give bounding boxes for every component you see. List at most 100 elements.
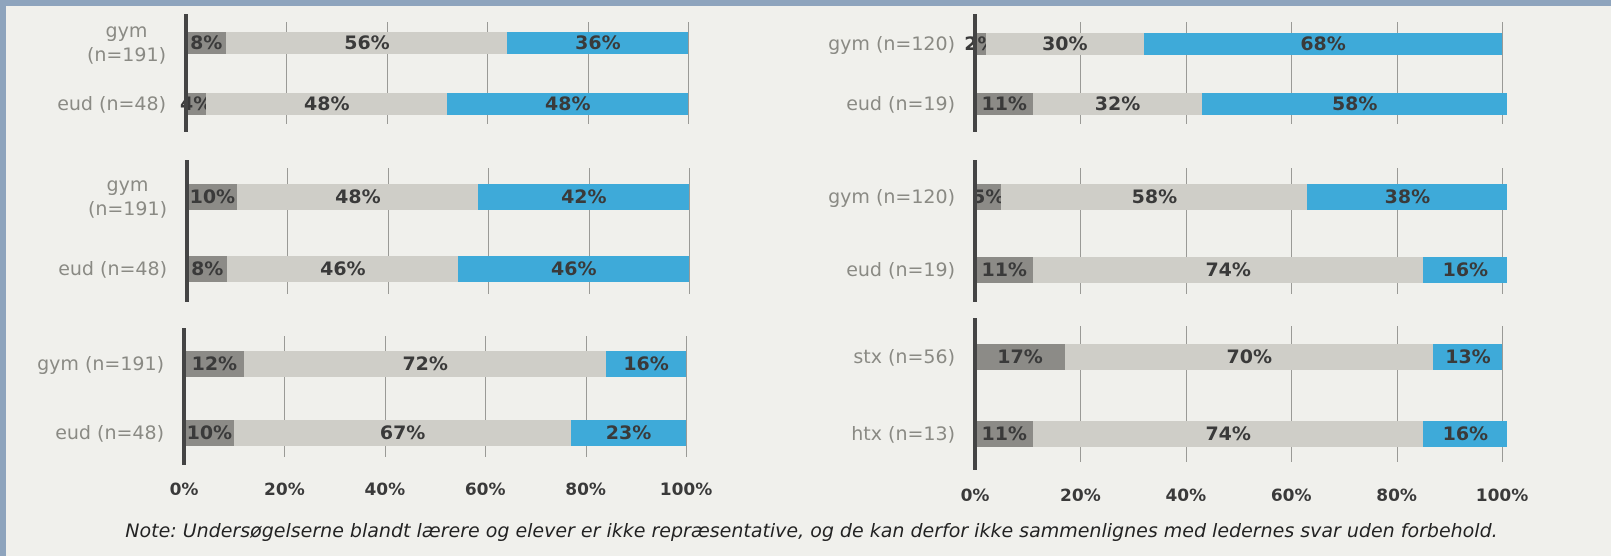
bar-segment bbox=[1032, 257, 1423, 283]
x-tick-label: 20% bbox=[1060, 486, 1101, 506]
value-label: 58% bbox=[1331, 93, 1378, 115]
grid-line bbox=[485, 336, 487, 457]
grid-line bbox=[1291, 168, 1293, 294]
category-label: eud (n=19) bbox=[846, 93, 955, 115]
value-label: 48% bbox=[335, 186, 381, 208]
value-label: 56% bbox=[344, 32, 390, 54]
x-tick-label: 0% bbox=[960, 486, 990, 506]
value-label: 36% bbox=[575, 32, 621, 54]
value-label: 32% bbox=[1094, 93, 1141, 115]
grid-line bbox=[1502, 326, 1503, 462]
grid-line bbox=[287, 168, 289, 294]
value-label: 12% bbox=[191, 353, 238, 375]
bar-segment bbox=[605, 351, 686, 377]
bar-segment bbox=[1201, 93, 1508, 115]
bar-segment bbox=[975, 33, 986, 55]
grid-line bbox=[384, 336, 386, 457]
x-tick-label: 20% bbox=[264, 480, 305, 500]
grid-line bbox=[588, 168, 590, 294]
category-label: gym (n=191) bbox=[86, 20, 166, 66]
note: Note: Undersøgelserne blandt lærere og e… bbox=[125, 520, 1498, 542]
bar-segment bbox=[226, 32, 508, 54]
category-label: htx (n=13) bbox=[851, 423, 955, 445]
bar-segment bbox=[186, 32, 227, 54]
y-axis bbox=[182, 328, 186, 465]
bar-segment bbox=[478, 184, 689, 210]
grid-line bbox=[1080, 168, 1082, 294]
bar-segment bbox=[187, 256, 228, 282]
value-label: 16% bbox=[1442, 423, 1489, 445]
bar-segment bbox=[1001, 184, 1307, 210]
grid-line bbox=[1291, 22, 1293, 124]
grid-line bbox=[1080, 22, 1082, 124]
value-label: 46% bbox=[551, 258, 597, 280]
value-label: 70% bbox=[1226, 346, 1273, 368]
bar-segment bbox=[975, 257, 1033, 283]
x-tick-label: 100% bbox=[659, 480, 713, 500]
grid-line bbox=[386, 22, 388, 124]
bar-segment bbox=[244, 351, 606, 377]
bar-segment bbox=[1422, 421, 1508, 447]
grid-line bbox=[1396, 22, 1398, 124]
value-label: 16% bbox=[623, 353, 669, 375]
value-label: 16% bbox=[1442, 259, 1489, 281]
bar-segment bbox=[1064, 344, 1434, 370]
grid-line bbox=[1502, 22, 1503, 124]
bar-segment bbox=[507, 32, 688, 54]
value-label: 8% bbox=[191, 258, 224, 280]
x-tick-label: 0% bbox=[169, 480, 199, 500]
grid-line bbox=[286, 22, 288, 124]
value-label: 11% bbox=[981, 423, 1027, 445]
category-label: gym (n=120) bbox=[828, 186, 955, 208]
value-label: 11% bbox=[981, 93, 1027, 115]
grid-line bbox=[1396, 168, 1398, 294]
grid-line bbox=[284, 336, 286, 457]
bar-segment bbox=[458, 256, 689, 282]
value-label: 8% bbox=[190, 32, 223, 54]
value-label: 5% bbox=[972, 186, 1005, 208]
grid-line bbox=[585, 336, 587, 457]
value-label: 72% bbox=[402, 353, 448, 375]
bar-segment bbox=[1422, 257, 1508, 283]
category-label: eud (n=48) bbox=[55, 422, 164, 444]
y-axis bbox=[973, 14, 977, 132]
grid-line bbox=[689, 168, 690, 294]
grid-line bbox=[1185, 326, 1187, 462]
value-label: 68% bbox=[1300, 33, 1346, 55]
grid-line bbox=[587, 22, 589, 124]
value-label: 13% bbox=[1445, 346, 1491, 368]
bar-segment bbox=[447, 93, 688, 115]
value-label: 38% bbox=[1384, 186, 1431, 208]
bar-segment bbox=[975, 184, 1002, 210]
x-tick-label: 80% bbox=[1376, 486, 1417, 506]
grid-line bbox=[487, 22, 489, 124]
grid-line bbox=[1185, 22, 1187, 124]
grid-line bbox=[387, 168, 389, 294]
bar-segment bbox=[1032, 93, 1202, 115]
grid-line bbox=[688, 22, 689, 124]
value-label: 42% bbox=[561, 186, 607, 208]
value-label: 48% bbox=[304, 93, 350, 115]
y-axis bbox=[185, 160, 189, 302]
grid-line bbox=[1396, 326, 1398, 462]
value-label: 23% bbox=[605, 422, 652, 444]
y-axis bbox=[973, 160, 977, 302]
bar-segment bbox=[985, 33, 1144, 55]
y-axis bbox=[973, 318, 977, 470]
bar-segment bbox=[184, 420, 235, 446]
x-tick-label: 40% bbox=[364, 480, 406, 500]
bar-segment bbox=[184, 351, 245, 377]
category-label: gym (n=120) bbox=[828, 33, 955, 55]
bar-segment bbox=[234, 420, 571, 446]
bar-segment bbox=[975, 421, 1033, 447]
bar-segment bbox=[1032, 421, 1423, 447]
value-label: 30% bbox=[1042, 33, 1088, 55]
grid-line bbox=[488, 168, 490, 294]
value-label: 17% bbox=[997, 346, 1043, 368]
bar-segment bbox=[186, 93, 207, 115]
value-label: 67% bbox=[379, 422, 426, 444]
grid-line bbox=[686, 336, 687, 457]
x-tick-label: 80% bbox=[565, 480, 606, 500]
x-tick-label: 40% bbox=[1165, 486, 1207, 506]
